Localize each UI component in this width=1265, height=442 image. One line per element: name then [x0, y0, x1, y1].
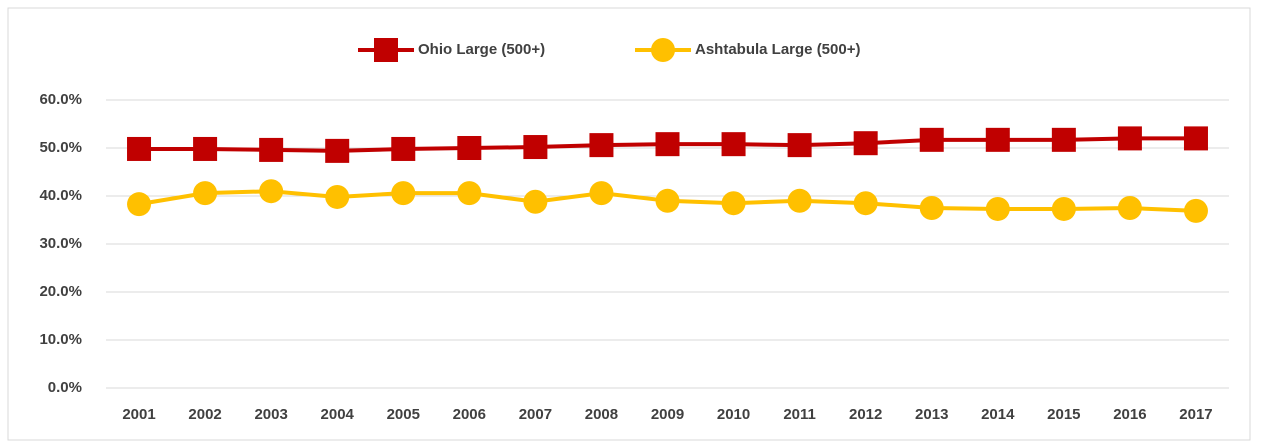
x-tick-label: 2016	[1113, 406, 1146, 423]
x-tick-label: 2012	[849, 406, 882, 423]
x-tick-label: 2008	[585, 406, 618, 423]
marker	[589, 181, 614, 206]
x-tick-label: 2006	[453, 406, 486, 423]
marker	[655, 188, 680, 213]
marker	[374, 38, 398, 62]
y-tick-label: 50.0%	[39, 139, 82, 156]
marker	[259, 179, 284, 204]
y-tick-label: 10.0%	[39, 331, 82, 348]
x-tick-label: 2005	[387, 406, 420, 423]
marker	[1051, 127, 1076, 152]
marker	[919, 196, 944, 220]
x-tick-label: 2011	[783, 406, 816, 423]
y-tick-label: 0.0%	[48, 379, 82, 396]
legend-label: Ohio Large (500+)	[418, 41, 545, 58]
marker	[985, 196, 1010, 221]
marker	[325, 138, 350, 163]
marker	[1051, 196, 1076, 221]
legend-label: Ashtabula Large (500+)	[695, 41, 860, 58]
x-tick-label: 2007	[519, 406, 552, 423]
marker	[457, 181, 482, 206]
x-tick-label: 2003	[254, 406, 287, 423]
y-tick-label: 60.0%	[39, 91, 82, 108]
x-tick-label: 2001	[122, 406, 155, 423]
marker	[325, 184, 350, 209]
marker	[193, 181, 218, 206]
x-tick-label: 2009	[651, 406, 684, 423]
x-tick-label: 2010	[717, 406, 750, 423]
marker	[721, 191, 746, 216]
marker	[1117, 196, 1142, 220]
marker	[853, 131, 878, 156]
marker	[985, 127, 1010, 152]
x-tick-label: 2014	[981, 406, 1015, 423]
marker	[787, 188, 812, 213]
marker	[721, 132, 746, 157]
y-tick-label: 20.0%	[39, 283, 82, 300]
marker	[391, 136, 416, 161]
x-tick-label: 2002	[188, 406, 221, 423]
marker	[193, 136, 218, 161]
x-tick-label: 2013	[915, 406, 948, 423]
marker	[787, 133, 812, 158]
y-tick-label: 40.0%	[39, 187, 82, 204]
marker	[457, 136, 482, 160]
marker	[523, 189, 548, 214]
marker	[391, 181, 416, 206]
y-tick-label: 30.0%	[39, 235, 82, 252]
x-tick-label: 2017	[1179, 406, 1212, 423]
marker	[589, 133, 614, 158]
marker	[259, 137, 284, 162]
marker	[1183, 126, 1208, 151]
marker	[919, 127, 944, 152]
marker	[127, 192, 152, 217]
marker	[523, 135, 548, 160]
marker	[651, 38, 675, 62]
marker	[1117, 126, 1142, 151]
x-tick-label: 2015	[1047, 406, 1080, 423]
x-tick-label: 2004	[321, 406, 355, 423]
marker	[853, 191, 878, 216]
marker	[1183, 198, 1208, 223]
marker	[655, 132, 680, 157]
chart-frame	[7, 7, 1251, 441]
marker	[127, 136, 152, 161]
